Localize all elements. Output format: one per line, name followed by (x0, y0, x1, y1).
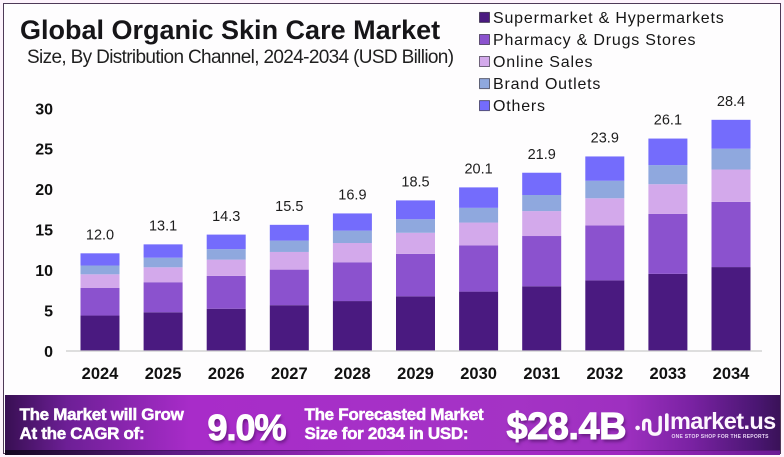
svg-text:2031: 2031 (523, 365, 560, 383)
svg-text:Online Sales: Online Sales (493, 54, 593, 71)
svg-text:18.5: 18.5 (401, 175, 429, 191)
svg-text:0: 0 (44, 344, 53, 361)
svg-text:market.us: market.us (670, 407, 776, 433)
svg-text:Supermarket & Hypermarkets: Supermarket & Hypermarkets (493, 10, 725, 27)
svg-text:2026: 2026 (208, 365, 245, 383)
svg-text:15.5: 15.5 (275, 199, 303, 215)
svg-text:2034: 2034 (713, 365, 751, 383)
svg-text:2033: 2033 (650, 365, 687, 383)
svg-text:16.9: 16.9 (338, 188, 366, 204)
svg-text:2025: 2025 (145, 365, 182, 383)
svg-text:Pharmacy & Drugs Stores: Pharmacy & Drugs Stores (493, 32, 696, 49)
svg-text:Others: Others (493, 98, 546, 115)
svg-text:12.0: 12.0 (86, 228, 114, 244)
svg-text:ONE STOP SHOP FOR THE REPORTS: ONE STOP SHOP FOR THE REPORTS (671, 434, 769, 440)
svg-text:14.3: 14.3 (212, 209, 240, 225)
svg-text:20: 20 (35, 182, 53, 199)
svg-text:2027: 2027 (271, 365, 308, 383)
svg-text:23.9: 23.9 (591, 131, 619, 147)
svg-text:20.1: 20.1 (464, 162, 492, 178)
svg-text:25: 25 (35, 142, 53, 159)
svg-text:15: 15 (35, 223, 53, 240)
svg-text:21.9: 21.9 (528, 147, 556, 163)
svg-text:2030: 2030 (460, 365, 497, 383)
svg-text:28.4: 28.4 (717, 94, 745, 110)
svg-text:2029: 2029 (397, 365, 434, 383)
svg-text:13.1: 13.1 (149, 219, 177, 235)
svg-text:26.1: 26.1 (654, 113, 682, 129)
svg-text:10: 10 (35, 263, 53, 280)
svg-text:2032: 2032 (586, 365, 623, 383)
svg-text:5: 5 (44, 304, 53, 321)
svg-text:30: 30 (35, 101, 53, 118)
svg-text:2028: 2028 (334, 365, 371, 383)
svg-text:Brand Outlets: Brand Outlets (493, 76, 601, 93)
svg-text:2024: 2024 (82, 365, 120, 383)
